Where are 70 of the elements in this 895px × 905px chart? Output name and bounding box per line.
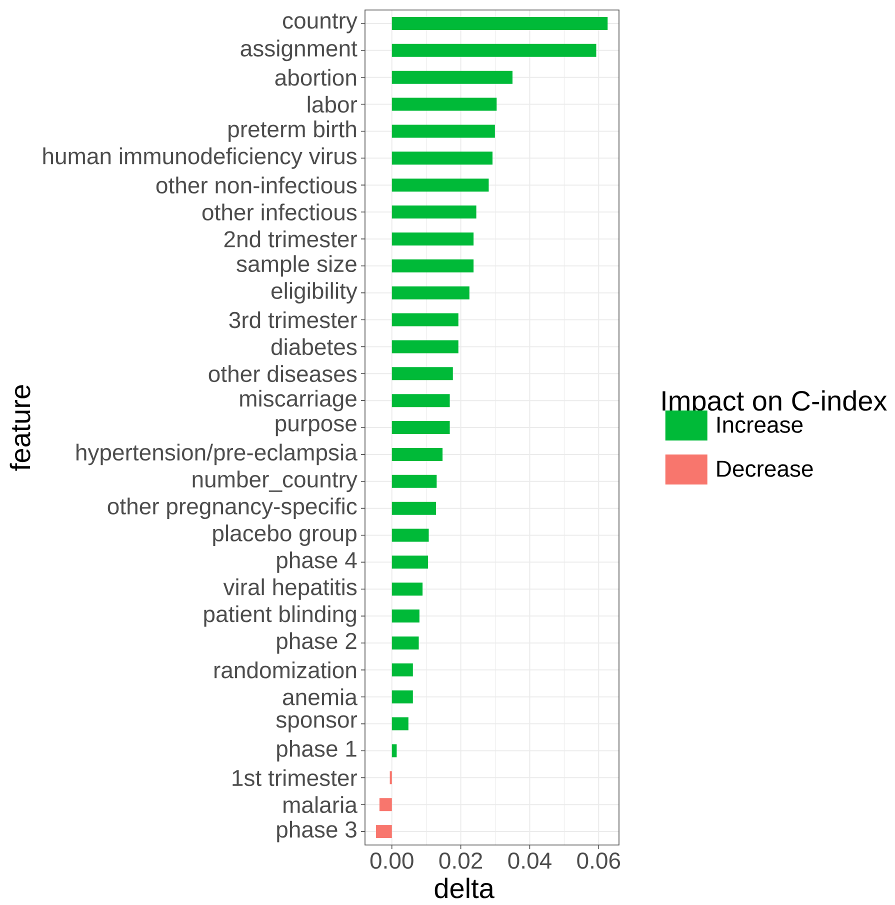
y-tick-label: sponsor [276, 715, 358, 732]
legend-label: Increase [717, 416, 803, 433]
bar [392, 259, 474, 272]
y-tick-label: miscarriage [240, 390, 356, 412]
y-tick-label: phase 2 [277, 632, 356, 654]
x-tick-label: 0.04 [508, 852, 552, 869]
y-tick-label: purpose [276, 418, 356, 436]
legend-title: Impact on C-index [662, 390, 887, 416]
y-axis-title: feature [10, 385, 30, 471]
y-tick-label: placebo group [213, 524, 356, 546]
bar [392, 744, 397, 758]
y-tick-label: 3rd trimester [229, 311, 358, 328]
bar [392, 474, 437, 488]
y-tick-label: malaria [284, 796, 358, 814]
bar [392, 528, 429, 542]
y-tick-label: preterm birth [228, 120, 356, 142]
y-tick-label: other diseases [208, 365, 357, 382]
bar [392, 421, 450, 434]
y-tick-label: randomization [214, 661, 356, 678]
y-tick-label: phase 1 [277, 740, 356, 762]
y-tick-label: eligibility [272, 282, 358, 304]
bar [392, 70, 512, 84]
y-tick-label: patient blinding [204, 605, 356, 627]
bar [392, 394, 450, 408]
bar [379, 798, 392, 812]
y-tick-label: country [283, 14, 358, 34]
y-tick-label: sample size [236, 255, 356, 277]
bar [392, 286, 470, 300]
bar [392, 448, 443, 461]
bar [392, 98, 497, 111]
x-axis-title: delta [434, 878, 494, 898]
bar [392, 556, 428, 569]
y-tick-label: phase 3 [277, 820, 356, 842]
y-tick-label: labor [308, 96, 358, 113]
y-tick-label: anemia [282, 688, 358, 706]
bar [392, 367, 453, 380]
y-tick-label: number_country [192, 470, 358, 492]
legend-label: Decrease [717, 460, 813, 477]
y-tick-label: diabetes [271, 338, 357, 356]
y-tick-label: other infectious [202, 204, 357, 220]
bar [392, 717, 408, 730]
bar [392, 44, 596, 57]
bar [392, 582, 423, 596]
bar [392, 502, 436, 515]
y-tick-label: viral hepatitis [223, 578, 357, 600]
bar [392, 313, 458, 326]
x-tick-label: 0.06 [577, 852, 620, 869]
y-tick-label: assignment [240, 40, 358, 62]
y-tick-label: phase 4 [277, 551, 357, 573]
x-tick-label: 0.00 [370, 852, 414, 869]
y-tick-label: other non-infectious [156, 176, 357, 194]
bar [392, 232, 474, 246]
bar [392, 152, 493, 165]
bar [392, 340, 458, 354]
bar [392, 124, 495, 138]
y-tick-label: other pregnancy-specific [108, 498, 357, 520]
bar [392, 663, 413, 676]
y-tick-label: hypertension/pre-eclampsia [76, 444, 358, 466]
bar [392, 178, 489, 192]
bar [392, 206, 476, 219]
x-tick-label: 0.02 [439, 852, 482, 869]
bar [392, 690, 413, 704]
y-tick-label: human immunodeficiency virus [43, 147, 357, 169]
y-tick-label: abortion [275, 68, 356, 86]
y-tick-label: 2nd trimester [224, 230, 358, 248]
bar [392, 16, 608, 30]
bar [376, 825, 392, 838]
bar [392, 636, 419, 650]
y-tick-label: 1st trimester [232, 769, 358, 786]
bar [392, 610, 420, 623]
